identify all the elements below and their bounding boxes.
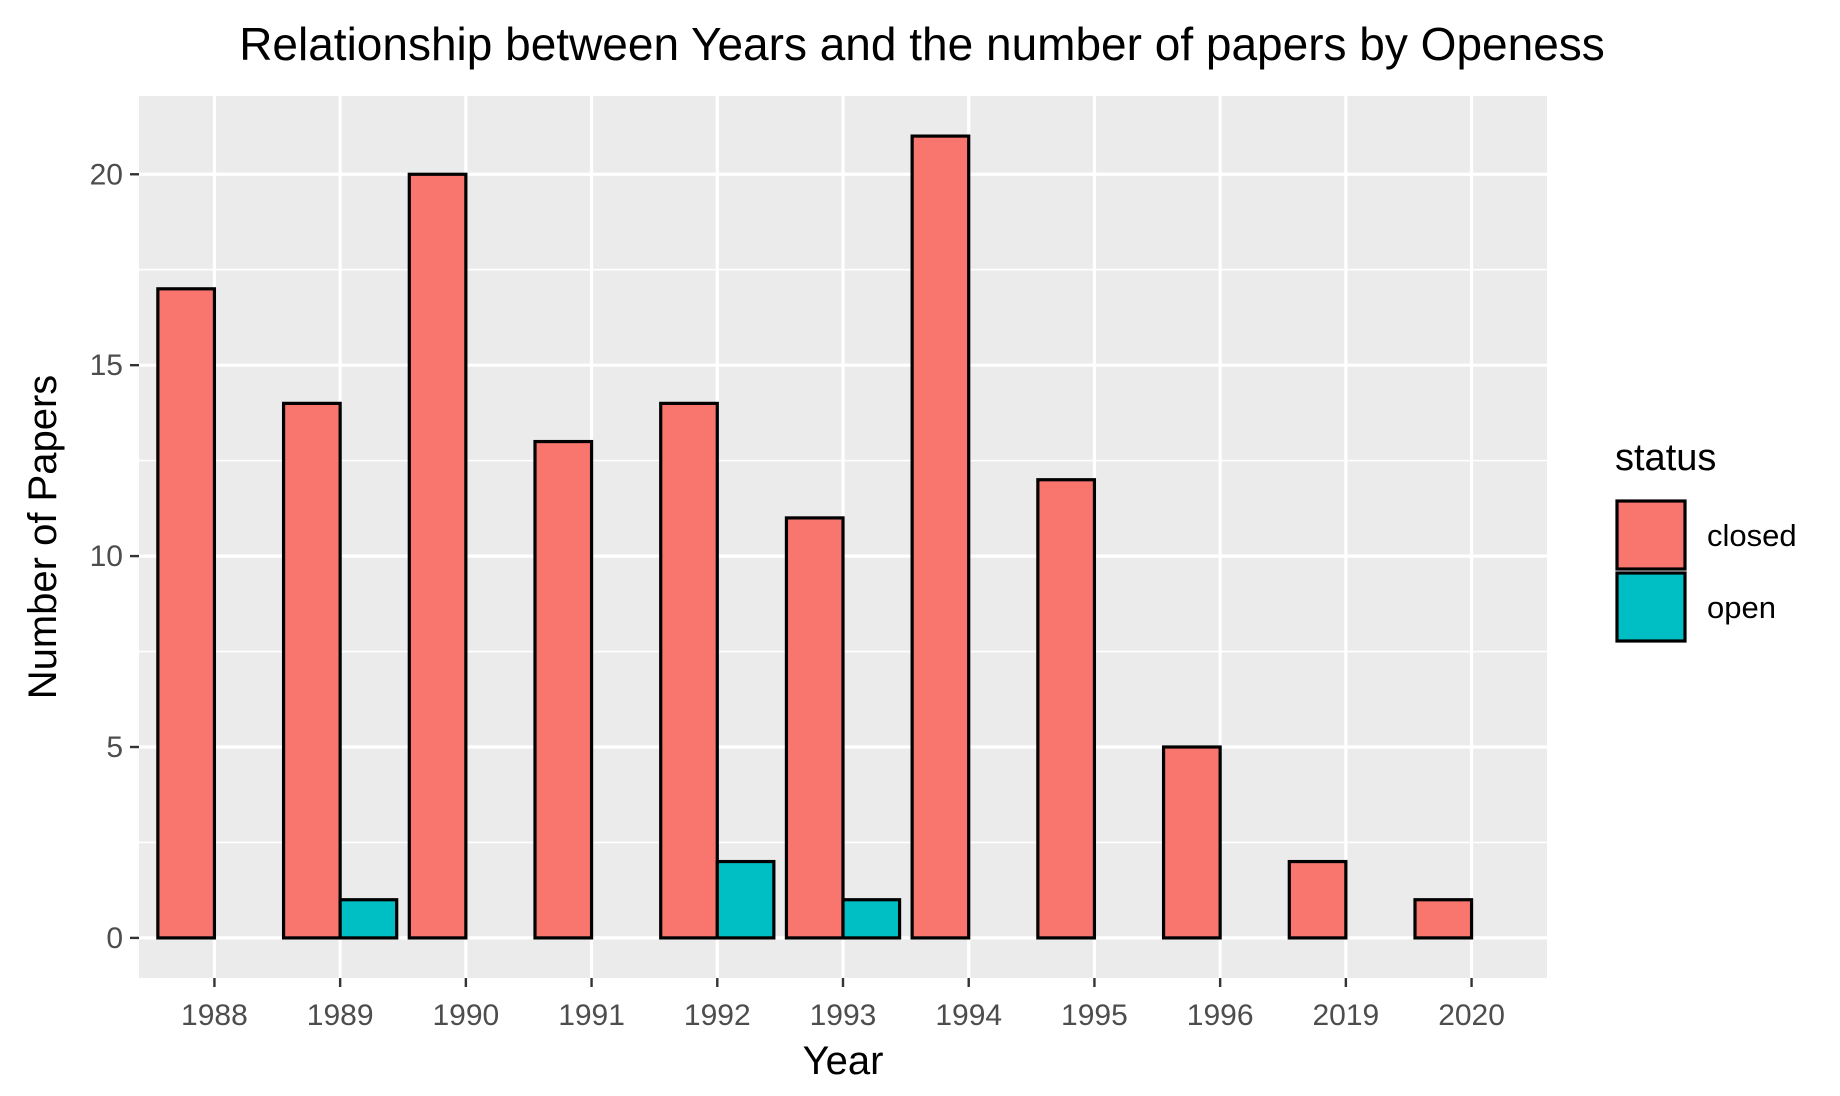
bar-closed-1996 xyxy=(1161,745,1222,940)
bar-closed-1988 xyxy=(156,287,217,940)
y-axis-title: Number of Papers xyxy=(21,375,65,700)
bar-closed-1990 xyxy=(407,172,468,940)
y-tick-label: 15 xyxy=(90,349,123,382)
legend-label-closed: closed xyxy=(1707,518,1797,553)
y-tick-label: 20 xyxy=(90,158,123,191)
bar-open-1993 xyxy=(841,898,902,940)
bar-closed-1989 xyxy=(281,401,342,940)
x-tick-label: 1988 xyxy=(181,999,248,1032)
bar-open-1989 xyxy=(338,898,399,940)
x-axis-title: Year xyxy=(803,1039,884,1083)
x-tick-label: 1994 xyxy=(935,999,1002,1032)
legend-key-closed xyxy=(1615,499,1687,571)
x-tick-label: 1991 xyxy=(558,999,625,1032)
y-tick-label: 10 xyxy=(90,540,123,573)
y-tick-label: 0 xyxy=(106,922,123,955)
x-tick-label: 1989 xyxy=(307,999,374,1032)
legend: status closed open xyxy=(1615,437,1797,643)
legend-key-open xyxy=(1615,571,1687,643)
bar-open-1992 xyxy=(715,859,776,940)
x-tick-label: 1993 xyxy=(810,999,877,1032)
legend-label-open: open xyxy=(1707,590,1776,625)
x-tick-label: 1996 xyxy=(1187,999,1254,1032)
x-tick-label: 1995 xyxy=(1061,999,1128,1032)
y-axis-ticks: 0 5 10 15 20 xyxy=(90,158,139,955)
x-tick-label: 2020 xyxy=(1438,999,1505,1032)
x-tick-label: 2019 xyxy=(1312,999,1379,1032)
bar-closed-1993 xyxy=(784,516,845,940)
bar-closed-1992 xyxy=(659,401,719,940)
bar-closed-2020 xyxy=(1413,898,1474,940)
bar-closed-1994 xyxy=(910,134,971,940)
bar-closed-2019 xyxy=(1287,859,1348,940)
bar-closed-1991 xyxy=(533,439,594,940)
x-axis-ticks: 1988 1989 1990 1991 1992 1993 1994 1995 1996 2019… xyxy=(181,978,1505,1032)
chart-title: Relationship between Years and the numbe… xyxy=(239,18,1605,70)
bars xyxy=(156,134,1474,940)
bar-closed-1995 xyxy=(1036,478,1097,940)
x-tick-label: 1992 xyxy=(684,999,751,1032)
x-tick-label: 1990 xyxy=(432,999,499,1032)
legend-title: status xyxy=(1615,437,1716,479)
y-tick-label: 5 xyxy=(106,731,123,764)
